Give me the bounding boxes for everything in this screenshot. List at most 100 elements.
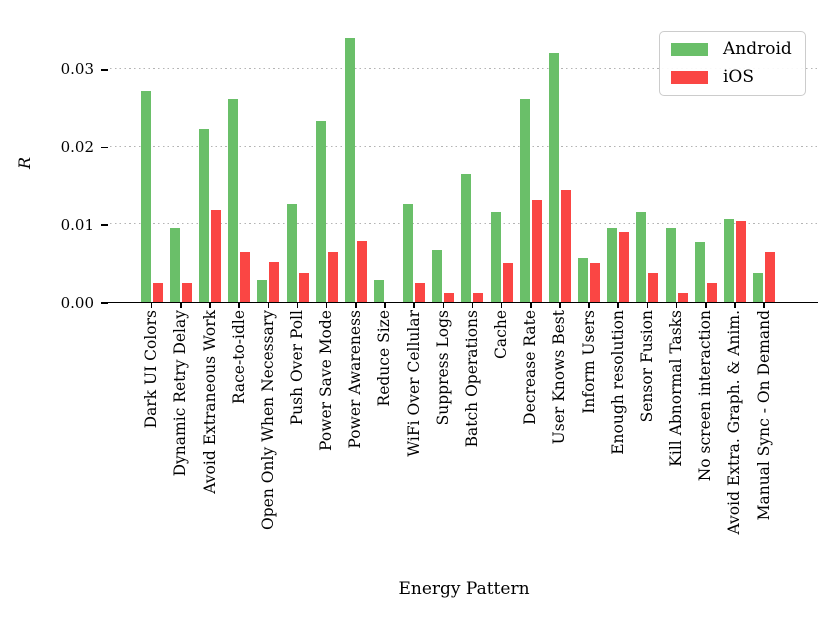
- x-tick-label: Suppress Logs: [433, 310, 452, 426]
- x-tick-label: Avoid Extra. Graph. & Anim.: [725, 310, 744, 535]
- x-tick: [529, 303, 532, 308]
- x-tick-label: Dark UI Colors: [142, 310, 161, 429]
- legend-item-android: Android: [671, 41, 792, 58]
- x-tick: [238, 303, 240, 308]
- x-tick: [675, 303, 678, 308]
- x-tick-label: Race-to-idle: [229, 310, 248, 405]
- x-tick: [646, 303, 649, 308]
- bar-ios-14: [531, 200, 542, 303]
- x-tick-label: Power Save Mode: [317, 310, 336, 451]
- x-tick: [442, 303, 445, 308]
- bar-ios-16: [590, 262, 601, 303]
- x-tick-label: Dynamic Retry Delay: [171, 310, 190, 477]
- x-tick: [209, 303, 211, 308]
- x-tick: [763, 303, 765, 308]
- bar-android-18: [636, 212, 647, 303]
- bar-android-10: [403, 204, 414, 303]
- bar-android-3: [199, 128, 210, 303]
- x-tick: [588, 303, 590, 308]
- legend: Android iOS: [659, 31, 806, 96]
- bar-android-13: [490, 212, 501, 303]
- x-tick: [384, 303, 386, 308]
- bar-ios-5: [269, 261, 280, 303]
- bar-android-22: [753, 272, 764, 303]
- bar-ios-15: [560, 190, 571, 303]
- x-tick-label: Batch Operations: [462, 310, 481, 448]
- bar-android-2: [169, 227, 180, 303]
- x-tick: [413, 303, 415, 308]
- bar-android-19: [665, 227, 676, 303]
- x-tick-label: Sensor Fusion: [637, 310, 656, 423]
- y-tick: [101, 224, 108, 227]
- y-tick-label: 0.03: [60, 60, 94, 79]
- bar-ios-7: [327, 251, 338, 303]
- bar-ios-18: [648, 272, 659, 303]
- x-tick-label: Kill Abnormal Tasks: [667, 310, 686, 467]
- x-tick: [355, 303, 357, 308]
- y-tick-label: 0.02: [60, 138, 94, 157]
- x-tick-label: Enough resolution: [608, 310, 627, 455]
- bar-ios-2: [181, 282, 192, 303]
- bar-android-17: [607, 227, 618, 303]
- y-tick-label: 0.00: [60, 293, 94, 312]
- x-tick-label: Cache: [492, 310, 511, 359]
- bar-ios-13: [502, 262, 513, 303]
- bar-android-16: [578, 257, 589, 303]
- legend-item-ios: iOS: [671, 69, 792, 86]
- x-tick: [150, 303, 153, 308]
- x-tick-label: Inform Users: [579, 310, 598, 414]
- x-tick: [734, 303, 736, 308]
- y-tick-label: 0.01: [60, 215, 94, 234]
- bar-ios-10: [415, 282, 426, 303]
- x-tick-label: Manual Sync - On Demand: [754, 310, 773, 521]
- bar-android-7: [315, 121, 326, 303]
- x-tick: [500, 303, 503, 308]
- bar-ios-21: [735, 220, 746, 303]
- ios-swatch-icon: [671, 71, 708, 84]
- bar-android-5: [257, 280, 268, 303]
- bar-android-6: [286, 204, 297, 303]
- x-tick-label: No screen interaction: [696, 310, 715, 482]
- x-tick-label: Avoid Extraneous Work: [200, 310, 219, 494]
- gridline-0.02: [110, 145, 818, 148]
- bar-android-12: [461, 174, 472, 303]
- x-tick-label: Reduce Size: [375, 310, 394, 407]
- bar-ios-12: [473, 292, 484, 303]
- bar-android-20: [694, 242, 705, 303]
- gridline-0.03: [110, 67, 818, 70]
- bar-ios-22: [765, 251, 776, 303]
- x-tick-label: Push Over Poll: [288, 310, 306, 426]
- x-tick: [296, 303, 299, 308]
- bar-ios-20: [706, 282, 717, 303]
- bar-android-14: [519, 98, 530, 303]
- legend-label-ios: iOS: [723, 67, 755, 87]
- plot-area: [110, 20, 818, 303]
- bar-ios-11: [444, 292, 455, 303]
- bar-ios-19: [677, 292, 688, 303]
- android-swatch-icon: [671, 43, 708, 56]
- bar-android-1: [140, 90, 151, 303]
- x-tick-label: WiFi Over Cellular: [404, 310, 423, 457]
- bar-ios-17: [619, 231, 630, 303]
- x-tick: [559, 303, 561, 308]
- bar-ios-3: [211, 209, 222, 303]
- legend-label-android: Android: [723, 39, 792, 59]
- x-tick-label: Power Awareness: [346, 310, 365, 449]
- x-axis-spine: [103, 301, 818, 304]
- bar-ios-1: [152, 282, 163, 303]
- x-tick: [704, 303, 707, 308]
- x-tick: [471, 303, 474, 308]
- x-tick: [325, 303, 328, 308]
- x-axis-title: Energy Pattern: [398, 579, 530, 599]
- bar-android-15: [548, 52, 559, 303]
- bar-android-8: [344, 38, 355, 303]
- bar-ios-8: [356, 240, 367, 303]
- x-tick-label: User Knows Best: [550, 310, 569, 445]
- x-tick-label: Decrease Rate: [521, 310, 540, 425]
- bar-ios-4: [240, 251, 251, 303]
- y-tick: [101, 68, 108, 71]
- x-tick: [267, 303, 270, 308]
- x-tick: [180, 303, 182, 308]
- y-tick: [101, 146, 108, 149]
